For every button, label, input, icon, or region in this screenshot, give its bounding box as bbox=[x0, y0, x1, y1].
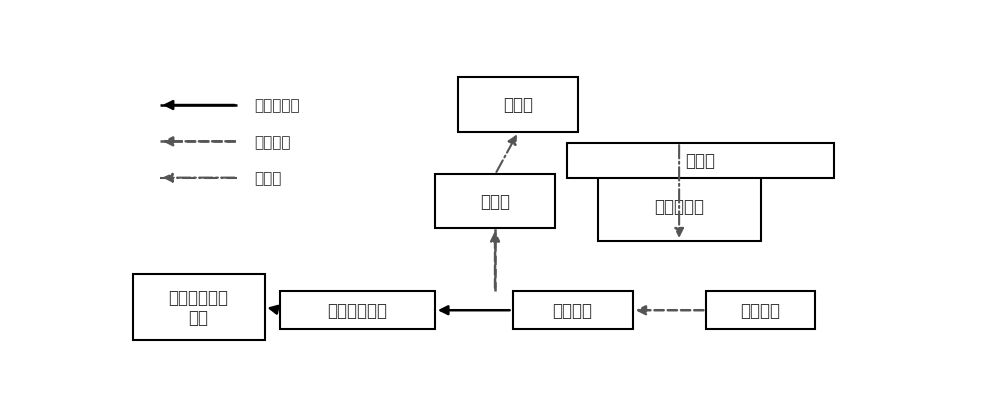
FancyBboxPatch shape bbox=[435, 175, 555, 229]
Text: 真空泵: 真空泵 bbox=[480, 193, 510, 211]
FancyBboxPatch shape bbox=[706, 292, 815, 329]
Text: 加注连接装置: 加注连接装置 bbox=[328, 301, 388, 319]
Text: 推进剂流向: 推进剂流向 bbox=[254, 98, 300, 113]
Text: 姿控动力系统
贮箱: 姿控动力系统 贮箱 bbox=[169, 288, 229, 327]
FancyBboxPatch shape bbox=[280, 292, 435, 329]
Text: 电子秤: 电子秤 bbox=[685, 152, 715, 170]
FancyBboxPatch shape bbox=[133, 274, 264, 340]
Text: 加注控制器: 加注控制器 bbox=[654, 198, 704, 216]
Text: 加注容器: 加注容器 bbox=[553, 301, 593, 319]
FancyBboxPatch shape bbox=[458, 77, 578, 133]
Text: 真空计: 真空计 bbox=[503, 96, 533, 114]
FancyBboxPatch shape bbox=[512, 292, 633, 329]
Text: 增压气瓶: 增压气瓶 bbox=[740, 301, 780, 319]
Text: 电信号: 电信号 bbox=[254, 171, 282, 186]
Text: 气体流向: 气体流向 bbox=[254, 135, 291, 149]
FancyBboxPatch shape bbox=[598, 172, 761, 241]
FancyBboxPatch shape bbox=[567, 144, 834, 178]
